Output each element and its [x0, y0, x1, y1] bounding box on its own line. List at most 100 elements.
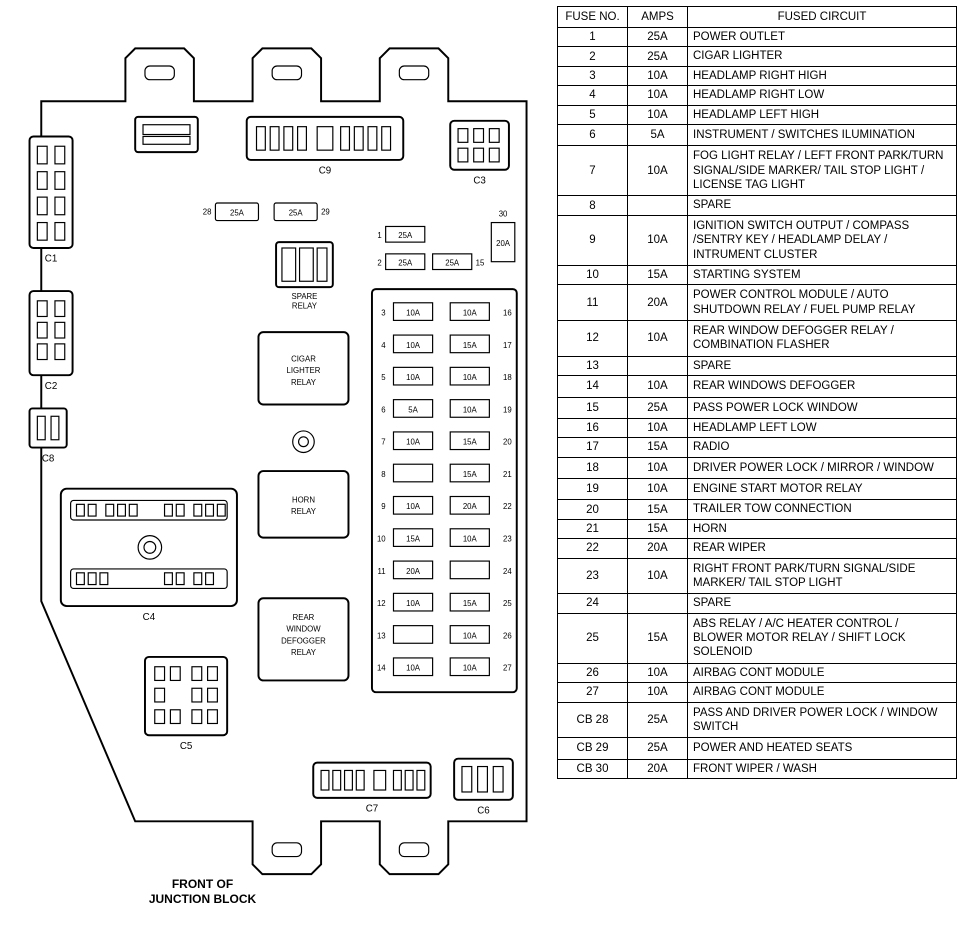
svg-text:10A: 10A [406, 373, 421, 382]
cell-fuse-no: 24 [558, 594, 628, 613]
cell-circuit: REAR WIPER [688, 539, 957, 558]
cell-circuit: POWER CONTROL MODULE / AUTO SHUTDOWN REL… [688, 285, 957, 321]
table-row: 2115AHORN [558, 519, 957, 538]
cell-amps [628, 594, 688, 613]
fuse-table-panel: FUSE NO. AMPS FUSED CIRCUIT 125APOWER OU… [555, 0, 963, 948]
cell-amps: 15A [628, 519, 688, 538]
table-row: CB 2925APOWER AND HEATED SEATS [558, 738, 957, 759]
svg-text:10A: 10A [463, 373, 478, 382]
svg-text:RELAY: RELAY [291, 648, 317, 657]
cell-amps: 5A [628, 124, 688, 145]
cell-circuit: CIGAR LIGHTER [688, 47, 957, 66]
cell-fuse-no: CB 30 [558, 759, 628, 778]
svg-text:27: 27 [503, 664, 512, 673]
svg-text:20: 20 [503, 438, 512, 447]
cell-amps: 25A [628, 702, 688, 738]
svg-text:1: 1 [377, 231, 381, 240]
cell-amps: 10A [628, 86, 688, 105]
horn-relay: HORN RELAY [258, 471, 348, 538]
c1-label: C1 [45, 254, 57, 265]
cell-fuse-no: 27 [558, 683, 628, 702]
cell-fuse-no: 14 [558, 376, 628, 397]
svg-text:15A: 15A [463, 341, 478, 350]
table-row: 1210AREAR WINDOW DEFOGGER RELAY / COMBIN… [558, 321, 957, 357]
svg-text:7: 7 [381, 438, 385, 447]
cell-amps: 10A [628, 105, 688, 124]
table-row: 910AIGNITION SWITCH OUTPUT / COMPASS /SE… [558, 215, 957, 265]
svg-text:20A: 20A [496, 239, 511, 248]
cell-amps: 10A [628, 663, 688, 682]
table-row: 410AHEADLAMP RIGHT LOW [558, 86, 957, 105]
cell-circuit: POWER AND HEATED SEATS [688, 738, 957, 759]
cell-fuse-no: 3 [558, 66, 628, 85]
svg-text:25A: 25A [398, 231, 413, 240]
svg-text:25: 25 [503, 599, 512, 608]
cell-fuse-no: 10 [558, 265, 628, 284]
cell-amps [628, 196, 688, 215]
cell-fuse-no: 15 [558, 397, 628, 418]
svg-text:25A: 25A [445, 259, 460, 268]
cell-fuse-no: 22 [558, 539, 628, 558]
table-row: 510AHEADLAMP LEFT HIGH [558, 105, 957, 124]
svg-text:28: 28 [203, 208, 212, 217]
c8-label: C8 [42, 453, 54, 464]
cell-amps: 15A [628, 500, 688, 519]
cell-amps: 25A [628, 47, 688, 66]
cell-fuse-no: CB 28 [558, 702, 628, 738]
svg-text:22: 22 [503, 502, 512, 511]
svg-text:25A: 25A [230, 209, 245, 218]
svg-text:15A: 15A [463, 438, 478, 447]
cell-amps: 10A [628, 457, 688, 478]
cell-circuit: RIGHT FRONT PARK/TURN SIGNAL/SIDE MARKER… [688, 558, 957, 594]
cell-fuse-no: 5 [558, 105, 628, 124]
svg-text:9: 9 [381, 502, 385, 511]
cell-fuse-no: 8 [558, 196, 628, 215]
svg-text:SPARE: SPARE [291, 292, 317, 301]
svg-text:RELAY: RELAY [292, 302, 318, 311]
svg-text:21: 21 [503, 470, 512, 479]
svg-text:16: 16 [503, 309, 512, 318]
table-row: CB 2825APASS AND DRIVER POWER LOCK / WIN… [558, 702, 957, 738]
c4-label: C4 [143, 612, 156, 623]
cell-amps: 15A [628, 613, 688, 663]
table-row: 1810ADRIVER POWER LOCK / MIRROR / WINDOW [558, 457, 957, 478]
cell-fuse-no: 19 [558, 479, 628, 500]
cell-amps: 10A [628, 215, 688, 265]
svg-text:11: 11 [378, 567, 386, 576]
svg-text:CIGAR: CIGAR [291, 354, 316, 363]
cell-fuse-no: 4 [558, 86, 628, 105]
svg-text:15A: 15A [406, 535, 421, 544]
cell-circuit: AIRBAG CONT MODULE [688, 663, 957, 682]
svg-text:5A: 5A [408, 405, 418, 414]
c5-label: C5 [180, 741, 193, 752]
cell-fuse-no: 9 [558, 215, 628, 265]
cell-circuit: IGNITION SWITCH OUTPUT / COMPASS /SENTRY… [688, 215, 957, 265]
cell-amps: 10A [628, 146, 688, 196]
svg-text:15A: 15A [463, 599, 478, 608]
cell-circuit: ABS RELAY / A/C HEATER CONTROL / BLOWER … [688, 613, 957, 663]
cell-circuit: DRIVER POWER LOCK / MIRROR / WINDOW [688, 457, 957, 478]
connector-c1: C1 [30, 136, 73, 264]
table-row: 65AINSTRUMENT / SWITCHES ILUMINATION [558, 124, 957, 145]
svg-text:4: 4 [381, 341, 386, 350]
cell-amps: 20A [628, 539, 688, 558]
cell-circuit: RADIO [688, 438, 957, 457]
table-row: 125APOWER OUTLET [558, 28, 957, 47]
cell-fuse-no: 18 [558, 457, 628, 478]
table-row: 310AHEADLAMP RIGHT HIGH [558, 66, 957, 85]
table-row: 1120APOWER CONTROL MODULE / AUTO SHUTDOW… [558, 285, 957, 321]
table-row: 1525APASS POWER LOCK WINDOW [558, 397, 957, 418]
col-amps: AMPS [628, 7, 688, 28]
rear-window-defogger-relay: REAR WINDOW DEFOGGER RELAY [258, 598, 348, 680]
svg-text:25A: 25A [398, 259, 413, 268]
svg-text:14: 14 [377, 664, 386, 673]
cell-fuse-no: 16 [558, 418, 628, 437]
cell-fuse-no: 1 [558, 28, 628, 47]
cell-circuit: SPARE [688, 356, 957, 375]
cell-fuse-no: 2 [558, 47, 628, 66]
table-row: 1410AREAR WINDOWS DEFOGGER [558, 376, 957, 397]
svg-text:HORN: HORN [292, 495, 315, 504]
svg-text:19: 19 [503, 405, 512, 414]
cell-circuit: FRONT WIPER / WASH [688, 759, 957, 778]
table-row: 1610AHEADLAMP LEFT LOW [558, 418, 957, 437]
